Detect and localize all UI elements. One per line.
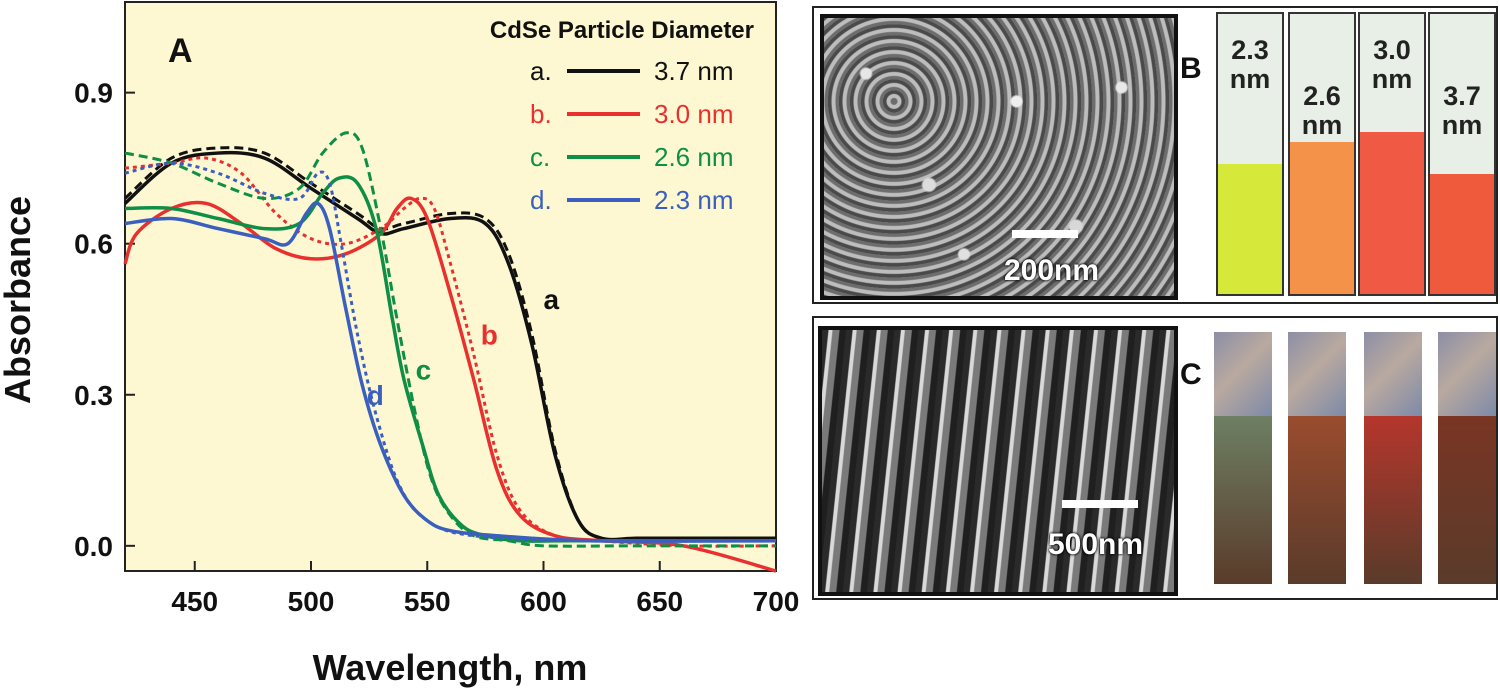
series-c-dashed-line (124, 131, 776, 548)
cuvette-solution (1290, 142, 1354, 294)
legend-label: 2.3 nm (654, 185, 734, 215)
panel-b: 200nm B 2.3 nm 2.6 nm 3.0 nm 3.7 nm (812, 6, 1498, 304)
scale-bar (1062, 500, 1138, 508)
legend-key: a. (530, 56, 552, 86)
legend-key: b. (530, 99, 552, 129)
film-strip-uncoated (1288, 332, 1346, 416)
scale-bar (1012, 230, 1078, 238)
cuvette-solution (1218, 164, 1282, 294)
panel-label-a: A (168, 32, 193, 70)
cuvette-2.3: 2.3 nm (1216, 12, 1284, 296)
film-strip-uncoated (1214, 332, 1272, 416)
series-c-solid-line (124, 175, 776, 543)
cuvette-2.6: 2.6 nm (1288, 12, 1356, 296)
series-b-dotted-line (124, 156, 777, 548)
panel-label-b: B (1180, 52, 1202, 85)
legend-label: 2.6 nm (654, 142, 734, 172)
scale-label: 500nm (1048, 528, 1144, 561)
x-tick-label: 600 (520, 586, 567, 617)
curve-label-c: c (416, 355, 432, 386)
legend-label: 3.7 nm (654, 56, 734, 86)
scale-label: 200nm (1004, 254, 1100, 287)
curve-label-b: b (481, 319, 498, 350)
y-axis-label: Absorbance (0, 196, 38, 404)
legend-key: c. (530, 142, 550, 172)
curve-label-d: d (367, 380, 384, 411)
series-d-dotted-line (124, 161, 777, 543)
cuvette-3.0: 3.0 nm (1358, 12, 1426, 296)
y-tick-label: 0.0 (74, 531, 113, 562)
film-strip (1214, 332, 1272, 584)
film-strip-uncoated (1438, 332, 1496, 416)
y-tick-label: 0.6 (74, 229, 113, 260)
sem-image-porous-film: 200nm (820, 14, 1178, 300)
x-tick-label: 550 (404, 586, 451, 617)
film-strip (1288, 332, 1346, 584)
legend-title: CdSe Particle Diameter (490, 17, 754, 44)
series-d-solid-line (124, 201, 777, 543)
curve-label-a: a (544, 284, 560, 315)
film-strip-coated (1364, 416, 1422, 584)
cuvette-solution (1360, 132, 1424, 294)
cuvette-label: 2.6 nm (1301, 81, 1343, 140)
legend-key: d. (530, 185, 552, 215)
sem-image-nanotubes: 500nm (818, 326, 1178, 596)
x-tick-label: 500 (288, 586, 335, 617)
series-b-solid-line (123, 196, 777, 573)
film-strip (1438, 332, 1496, 584)
legend-label: 3.0 nm (654, 99, 734, 129)
panel-label-c: C (1180, 358, 1202, 391)
film-strip-coated (1288, 416, 1346, 584)
cuvette-label: 3.7 nm (1441, 81, 1483, 140)
plot-area (124, 1, 777, 572)
y-tick-label: 0.3 (74, 380, 113, 411)
x-tick-label: 450 (171, 586, 218, 617)
x-tick-label: 700 (753, 586, 800, 617)
x-axis-label: Wavelength, nm (313, 647, 588, 688)
film-strip-uncoated (1364, 332, 1422, 416)
film-strip-coated (1214, 416, 1272, 584)
y-tick-label: 0.9 (74, 78, 113, 109)
cuvette-3.7: 3.7 nm (1428, 12, 1496, 296)
cuvette-label: 2.3 nm (1229, 35, 1271, 94)
cuvette-solution (1430, 174, 1494, 294)
absorbance-chart: 450 500 550 600 650 700 0.0 0.3 0.6 0.9 a b c d A Cd… (0, 1, 800, 688)
x-tick-label: 650 (636, 586, 683, 617)
panel-c: 500nm C (812, 316, 1498, 600)
cuvette-label: 3.0 nm (1371, 35, 1413, 94)
film-strip-coated (1438, 416, 1496, 584)
film-strip (1364, 332, 1422, 584)
